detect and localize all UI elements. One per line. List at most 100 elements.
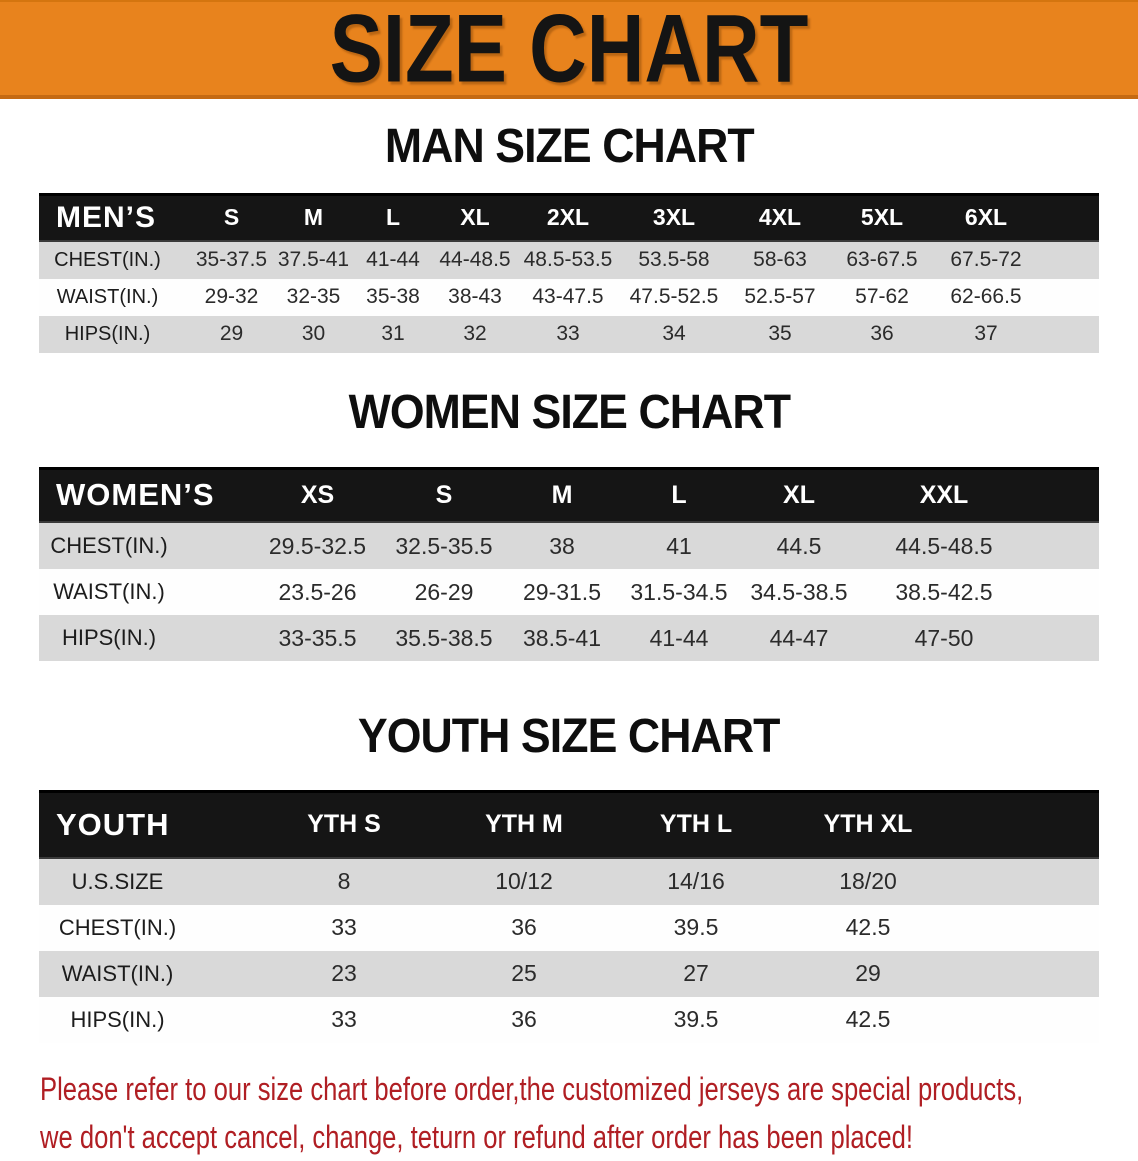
table-row: WAIST(IN.) 29-32 32-35 35-38 38-43 43-47.5 47.…	[39, 278, 1099, 316]
youth-heading-text: YOUTH SIZE CHART	[358, 710, 781, 763]
value-cell: 30	[274, 315, 353, 353]
value-cell: 33	[251, 996, 437, 1043]
value-cell: 39.5	[611, 904, 781, 951]
table-header-row: YOUTH YTH S YTH M YTH L YTH XL	[39, 790, 1099, 859]
banner: SIZE CHART	[0, 0, 1138, 99]
value-cell: 32-35	[274, 278, 353, 316]
value-cell: 38	[507, 522, 617, 569]
value-cell: 41	[617, 522, 741, 569]
size-grid: WOMEN’S XS S M L XL XXL CHEST(IN.) 29.5-32.5 32.5…	[39, 466, 1099, 661]
men-section: MAN SIZE CHART MEN’S S M L XL 2XL 3XL 4XL 5XL 6XL…	[0, 120, 1138, 353]
table-header-row: WOMEN’S XS S M L XL XXL	[39, 466, 1099, 523]
value-cell: 27	[611, 950, 781, 997]
value-cell: 63-67.5	[831, 240, 933, 279]
table-header-cell: 6XL	[933, 193, 1039, 242]
value-cell: 25	[437, 950, 611, 997]
value-cell	[955, 857, 1099, 905]
table-row: WAIST(IN.) 23 25 27 29	[39, 950, 1099, 997]
table-header-cell: YTH M	[437, 790, 611, 859]
table-row: CHEST(IN.) 29.5-32.5 32.5-35.5 38 41 44.5 44.5…	[39, 522, 1099, 569]
value-cell	[955, 904, 1099, 951]
row-label-cell: HIPS(IN.)	[39, 615, 254, 661]
table-header-cell: XS	[254, 466, 381, 523]
table-header-cell: M	[274, 193, 353, 242]
table-header-cell: 3XL	[619, 193, 729, 242]
value-cell: 36	[437, 996, 611, 1043]
row-label-cell: U.S.SIZE	[39, 857, 251, 905]
value-cell: 33-35.5	[254, 615, 381, 661]
value-cell: 44-47	[741, 615, 857, 661]
value-cell	[1039, 278, 1099, 316]
value-cell: 41-44	[353, 240, 433, 279]
row-label-cell: WAIST(IN.)	[39, 278, 189, 316]
table-header-label: WOMEN’S	[39, 466, 254, 523]
value-cell: 35.5-38.5	[381, 615, 507, 661]
value-cell: 32	[433, 315, 517, 353]
row-label-cell: CHEST(IN.)	[39, 240, 189, 279]
value-cell: 48.5-53.5	[517, 240, 619, 279]
value-cell: 44.5-48.5	[857, 522, 1031, 569]
value-cell: 8	[251, 857, 437, 905]
disclaimer-line-1: Please refer to our size chart before or…	[40, 1065, 1138, 1113]
value-cell: 52.5-57	[729, 278, 831, 316]
value-cell: 10/12	[437, 857, 611, 905]
value-cell: 34.5-38.5	[741, 569, 857, 615]
youth-heading: YOUTH SIZE CHART	[0, 710, 1138, 763]
value-cell: 38.5-42.5	[857, 569, 1031, 615]
table-header-label: MEN’S	[39, 193, 189, 242]
disclaimer-line-2: we don't accept cancel, change, teturn o…	[40, 1113, 1138, 1161]
value-cell	[955, 950, 1099, 997]
value-cell	[1031, 615, 1099, 661]
value-cell: 33	[517, 315, 619, 353]
value-cell: 31.5-34.5	[617, 569, 741, 615]
table-header-cell: S	[381, 466, 507, 523]
table-header-cell: S	[189, 193, 274, 242]
size-grid: MEN’S S M L XL 2XL 3XL 4XL 5XL 6XL CHEST(IN.) 35-37…	[39, 193, 1099, 353]
value-cell	[1031, 522, 1099, 569]
page-title: SIZE CHART	[329, 0, 809, 99]
value-cell: 42.5	[781, 996, 955, 1043]
value-cell: 57-62	[831, 278, 933, 316]
value-cell: 32.5-35.5	[381, 522, 507, 569]
value-cell	[1039, 240, 1099, 279]
value-cell: 41-44	[617, 615, 741, 661]
table-row: HIPS(IN.) 29 30 31 32 33 34 35 36 37	[39, 315, 1099, 353]
value-cell: 44-48.5	[433, 240, 517, 279]
disclaimer-line-1-text: Please refer to our size chart before or…	[40, 1070, 1024, 1107]
men-heading-text: MAN SIZE CHART	[384, 120, 755, 173]
value-cell: 36	[831, 315, 933, 353]
value-cell: 43-47.5	[517, 278, 619, 316]
table-header-cell: L	[617, 466, 741, 523]
value-cell	[955, 996, 1099, 1043]
value-cell: 35-37.5	[189, 240, 274, 279]
value-cell: 29-32	[189, 278, 274, 316]
value-cell: 29-31.5	[507, 569, 617, 615]
value-cell: 58-63	[729, 240, 831, 279]
value-cell: 33	[251, 904, 437, 951]
table-row: WAIST(IN.) 23.5-26 26-29 29-31.5 31.5-34.5 34…	[39, 569, 1099, 615]
value-cell: 29	[189, 315, 274, 353]
table-header-cell: YTH XL	[781, 790, 955, 859]
value-cell: 14/16	[611, 857, 781, 905]
table-header-cell: L	[353, 193, 433, 242]
value-cell: 34	[619, 315, 729, 353]
women-size-table: WOMEN’S XS S M L XL XXL CHEST(IN.) 29.5-32.5 32.5…	[39, 466, 1099, 661]
table-header-cell: 4XL	[729, 193, 831, 242]
table-header-cell: 2XL	[517, 193, 619, 242]
table-header-cell	[1039, 193, 1099, 242]
men-heading: MAN SIZE CHART	[0, 120, 1138, 173]
value-cell: 38-43	[433, 278, 517, 316]
men-size-table: MEN’S S M L XL 2XL 3XL 4XL 5XL 6XL CHEST(IN.) 35-37…	[39, 193, 1099, 353]
table-header-cell: YTH S	[251, 790, 437, 859]
row-label-cell: WAIST(IN.)	[39, 569, 254, 615]
size-grid: YOUTH YTH S YTH M YTH L YTH XL U.S.SIZE 8 10/12…	[39, 790, 1099, 1043]
table-row: CHEST(IN.) 35-37.5 37.5-41 41-44 44-48.5 48.5…	[39, 240, 1099, 279]
table-header-cell	[955, 790, 1099, 859]
value-cell: 35-38	[353, 278, 433, 316]
value-cell	[1039, 315, 1099, 353]
value-cell: 23.5-26	[254, 569, 381, 615]
value-cell: 47-50	[857, 615, 1031, 661]
value-cell: 47.5-52.5	[619, 278, 729, 316]
table-header-cell: M	[507, 466, 617, 523]
